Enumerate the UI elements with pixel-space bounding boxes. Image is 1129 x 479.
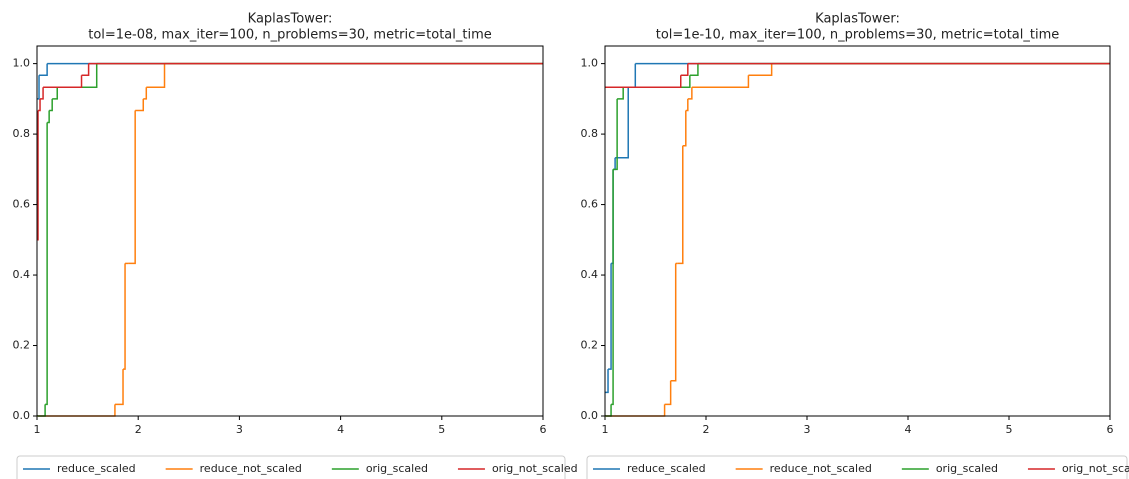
x-tick-label: 2 [703, 423, 710, 436]
step-segment [670, 263, 677, 382]
step-segment [605, 404, 666, 417]
x-tick-label: 6 [540, 423, 547, 436]
step-segment [611, 169, 614, 406]
y-tick-label: 0.4 [581, 268, 599, 281]
step-segment [691, 75, 750, 88]
step-segment [685, 98, 689, 112]
y-tick-label: 0.8 [581, 127, 599, 140]
step-segment [39, 63, 48, 76]
step-segment [605, 369, 609, 394]
step-segment [680, 63, 689, 76]
step-segment [49, 98, 53, 112]
x-tick-label: 1 [602, 423, 609, 436]
step-segment [47, 110, 50, 124]
y-tick-label: 0.0 [13, 409, 31, 422]
step-segment [689, 63, 699, 76]
x-tick-label: 3 [804, 423, 811, 436]
legend-label: reduce_not_scaled [770, 462, 872, 475]
step-segment [38, 98, 41, 112]
step-segment [687, 87, 693, 100]
step-segment [613, 157, 616, 171]
step-segment [45, 122, 48, 406]
x-tick-label: 4 [337, 423, 344, 436]
step-segment [37, 404, 116, 417]
y-tick-label: 0.2 [581, 339, 599, 352]
step-segment [605, 75, 682, 88]
legend-label: orig_not_scaled [1062, 462, 1129, 475]
y-tick-label: 0.6 [581, 198, 599, 211]
step-segment [613, 98, 618, 171]
step-segment [40, 87, 44, 100]
step-segment [128, 110, 136, 265]
y-tick-label: 0.4 [13, 268, 31, 281]
axes-frame [36, 45, 544, 417]
step-segment [37, 404, 46, 417]
y-tick-label: 1.0 [13, 57, 31, 70]
step-segment [623, 75, 691, 88]
legend-label: orig_scaled [366, 462, 428, 475]
step-segment [143, 87, 148, 100]
legend-box [16, 455, 566, 479]
step-segment [605, 404, 612, 417]
y-tick-label: 0.2 [13, 339, 31, 352]
step-segment [81, 63, 90, 76]
step-segment [37, 75, 40, 100]
step-segment [114, 369, 124, 406]
step-segment [628, 63, 637, 88]
step-segment [43, 75, 83, 88]
step-segment [123, 263, 126, 370]
x-tick-label: 4 [905, 423, 912, 436]
step-segment [52, 87, 58, 100]
legend-label: orig_scaled [936, 462, 998, 475]
step-segment [664, 380, 672, 406]
legend-label: reduce_scaled [57, 462, 136, 475]
step-segment [135, 98, 145, 112]
chart-title: KaplasTower: [248, 12, 333, 27]
y-tick-label: 1.0 [581, 57, 599, 70]
legend-label: reduce_scaled [627, 462, 706, 475]
x-tick-label: 5 [438, 423, 445, 436]
step-segment [677, 145, 684, 265]
step-segment [748, 63, 773, 76]
y-tick-label: 0.6 [13, 198, 31, 211]
chart-title: tol=1e-08, max_iter=100, n_problems=30, … [88, 28, 492, 43]
legend-label: reduce_not_scaled [200, 462, 302, 475]
y-tick-label: 0.8 [13, 127, 31, 140]
x-tick-label: 3 [236, 423, 243, 436]
legend-box [586, 455, 1128, 479]
chart-title: KaplasTower: [815, 12, 900, 27]
x-tick-label: 1 [34, 423, 41, 436]
x-tick-label: 2 [135, 423, 142, 436]
axes-frame [604, 45, 1111, 417]
x-tick-label: 5 [1006, 423, 1013, 436]
step-segment [615, 87, 629, 159]
chart-title: tol=1e-10, max_iter=100, n_problems=30, … [656, 28, 1060, 43]
step-segment [608, 263, 612, 370]
legend-label: orig_not_scaled [492, 462, 578, 475]
step-segment [617, 87, 624, 100]
step-segment [146, 63, 166, 88]
y-tick-label: 0.0 [581, 409, 599, 422]
x-tick-label: 6 [1107, 423, 1114, 436]
step-segment [57, 63, 98, 88]
step-segment [682, 110, 687, 147]
